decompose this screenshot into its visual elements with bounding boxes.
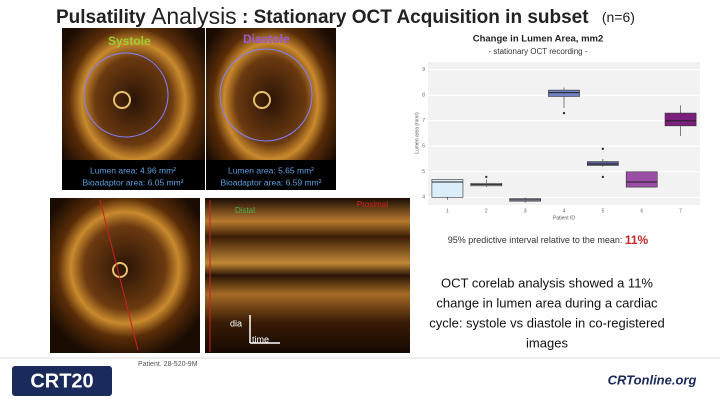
conclusion-line: OCT corelab analysis showed a 11% bbox=[441, 275, 653, 290]
label-box bbox=[62, 160, 205, 190]
conclusion: OCT corelab analysis showed a 11% change … bbox=[429, 275, 665, 350]
y-tick-label: 7 bbox=[422, 118, 425, 124]
outlier bbox=[601, 147, 605, 151]
title-part: Pulsatility bbox=[56, 7, 146, 28]
outlier bbox=[601, 175, 605, 179]
catheter bbox=[253, 91, 271, 109]
label: Bioadaptor area: 6.05 mm² bbox=[82, 177, 183, 187]
label-box bbox=[206, 160, 336, 190]
x-tick-label: 1 bbox=[446, 208, 449, 214]
conclusion-line: cycle: systole vs diastole in co-registe… bbox=[429, 315, 665, 330]
title-part: : Stationary OCT Acquisition in subset bbox=[242, 7, 589, 28]
logo: CRT20 bbox=[30, 370, 93, 392]
y-axis-label: Lumen area (mm²) bbox=[414, 112, 420, 154]
label: Diastole bbox=[243, 32, 290, 46]
y-tick-label: 5 bbox=[422, 169, 425, 175]
label: Systole bbox=[108, 34, 151, 48]
title-part: (n=6) bbox=[602, 9, 635, 25]
outlier bbox=[562, 111, 566, 115]
y-tick-label: 9 bbox=[422, 67, 425, 73]
x-tick-label: 5 bbox=[601, 208, 604, 214]
label: time bbox=[252, 334, 269, 344]
box-chart: Change in Lumen Area, mm2 - stationary O… bbox=[414, 34, 700, 221]
box bbox=[664, 112, 697, 127]
box bbox=[625, 171, 658, 188]
label: Proximal bbox=[357, 200, 388, 209]
note: 95% predictive interval relative to the … bbox=[448, 233, 649, 247]
y-tick-label: 8 bbox=[422, 93, 425, 99]
note-text: 95% predictive interval relative to the … bbox=[448, 235, 625, 245]
x-tick-label: 7 bbox=[679, 208, 682, 214]
site: CRTonline.org bbox=[608, 372, 697, 387]
cut-line bbox=[99, 199, 139, 351]
logo-bg bbox=[12, 366, 112, 396]
chart-subtitle: - stationary OCT recording - bbox=[489, 47, 588, 56]
x-axis-label: Patient ID bbox=[553, 215, 575, 221]
contour bbox=[83, 52, 169, 138]
label: Bioadaptor area: 6.59 mm² bbox=[220, 177, 321, 187]
label: Patient. 28-520-9M bbox=[138, 361, 198, 368]
x-tick-label: 2 bbox=[485, 208, 488, 214]
conclusion-line: change in lumen area during a cardiac bbox=[436, 295, 658, 310]
oct-longitudinal bbox=[205, 198, 410, 353]
y-tick-label: 6 bbox=[422, 144, 425, 150]
chart-title: Change in Lumen Area, mm2 bbox=[473, 34, 604, 45]
label: Lumen area: 5.65 mm² bbox=[228, 165, 314, 175]
box bbox=[587, 161, 619, 166]
x-tick-label: 4 bbox=[563, 208, 566, 214]
contour bbox=[219, 48, 313, 142]
x-tick-label: 6 bbox=[640, 208, 643, 214]
label: Lumen area: 4.96 mm² bbox=[90, 165, 176, 175]
plot-area bbox=[428, 62, 700, 205]
outlier bbox=[485, 175, 488, 179]
x-tick-label: 3 bbox=[524, 208, 527, 214]
conclusion-line: images bbox=[526, 335, 568, 350]
title-part: Analysis bbox=[151, 3, 237, 29]
label: dia bbox=[230, 318, 242, 328]
note-value: 11% bbox=[625, 233, 649, 247]
y-tick-label: 4 bbox=[422, 195, 425, 201]
box bbox=[431, 179, 464, 198]
box bbox=[548, 89, 580, 97]
label: Distal bbox=[235, 206, 255, 215]
title: Pulsatility Analysis : Stationary OCT Ac… bbox=[56, 3, 635, 29]
catheter bbox=[113, 91, 131, 109]
